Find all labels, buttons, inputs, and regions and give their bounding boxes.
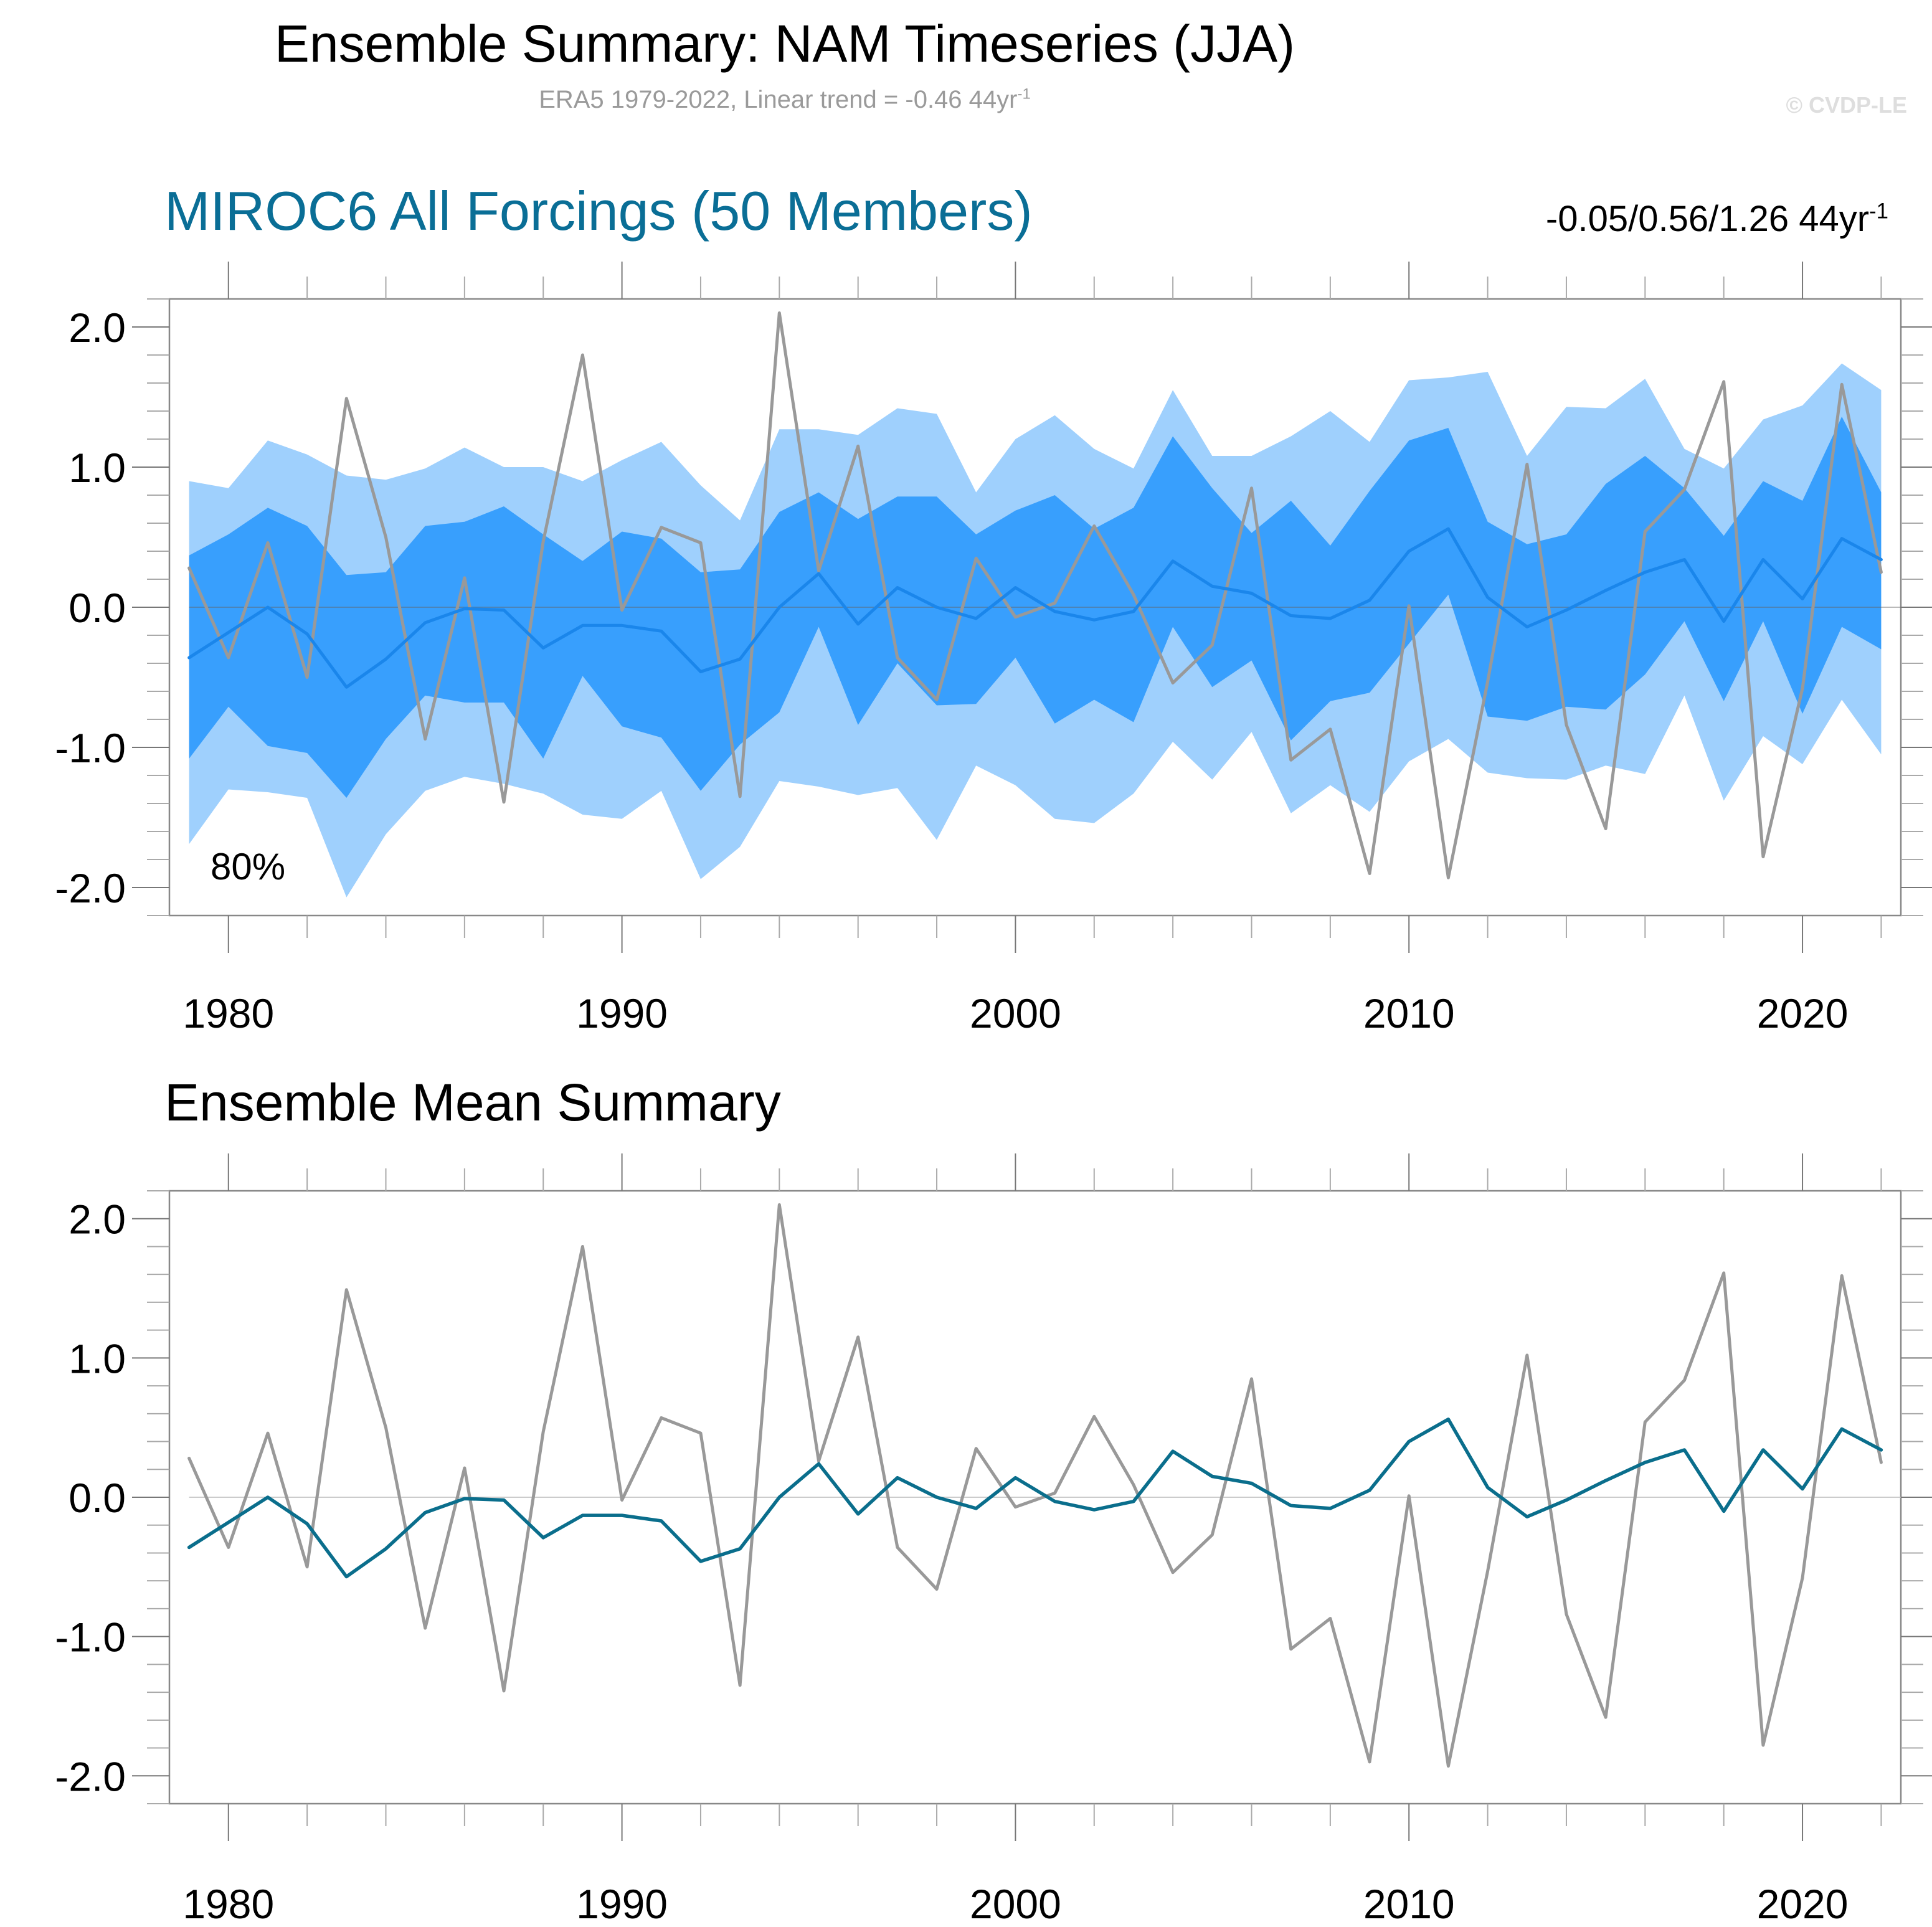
- panel1-title: MIROC6 All Forcings (50 Members): [164, 180, 1033, 242]
- x-tick-label: 2010: [1363, 1881, 1455, 1927]
- figure-subtitle: ERA5 1979-2022, Linear trend = -0.46 44y…: [0, 86, 1570, 114]
- x-tick-label: 2000: [970, 990, 1061, 1036]
- trend-exponent: -1: [1869, 199, 1888, 224]
- ensemble-mean-line: [187, 527, 1883, 689]
- subtitle-exponent: -1: [1017, 85, 1031, 103]
- x-tick-label: 2020: [1757, 990, 1849, 1036]
- panel2-title: Ensemble Mean Summary: [164, 1073, 781, 1132]
- x-tick-label: 1990: [576, 990, 668, 1036]
- x-tick-label: 2020: [1757, 1881, 1849, 1927]
- band-percent-label: 80%: [211, 846, 285, 888]
- ensemble-mean-line: [187, 1418, 1883, 1579]
- x-tick-label: 1980: [182, 1881, 274, 1927]
- y-tick-label: 0.0: [69, 585, 126, 631]
- y-tick-label: -1.0: [55, 1614, 126, 1660]
- y-tick-label: 0.0: [69, 1475, 126, 1521]
- y-tick-label: 2.0: [69, 305, 126, 351]
- era5-line: [187, 1203, 1883, 1768]
- panel2-plot: 2.0 1.0 0.0 -1.0 -2.0 1980 1990 2000 2010 2020: [55, 1153, 1932, 1927]
- copyright-label: © CVDP-LE: [1786, 92, 1907, 118]
- x-tick-label: 2000: [970, 1881, 1061, 1927]
- y-tick-label: 1.0: [69, 445, 126, 491]
- figure-title: Ensemble Summary: NAM Timeseries (JJA): [274, 14, 1295, 73]
- panel1-plot: 2.0 1.0 0.0 -1.0 -2.0 1980 1990 2000 2010 2020 80%: [55, 262, 1932, 1036]
- y-tick-label: -2.0: [55, 865, 126, 911]
- x-tick-label: 1980: [182, 990, 274, 1036]
- trend-text: -0.05/0.56/1.26 44yr: [1545, 199, 1870, 239]
- y-tick-label: 2.0: [69, 1196, 126, 1243]
- x-tick-label: 2010: [1363, 990, 1455, 1036]
- era5-line: [187, 311, 1883, 879]
- y-tick-label: 1.0: [69, 1335, 126, 1381]
- y-tick-label: -1.0: [55, 725, 126, 771]
- subtitle-text: ERA5 1979-2022, Linear trend = -0.46 44y…: [539, 86, 1018, 113]
- y-tick-label: -2.0: [55, 1753, 126, 1799]
- x-tick-label: 1990: [576, 1881, 668, 1927]
- panel1-trend-label: -0.05/0.56/1.26 44yr-1: [1546, 198, 1888, 240]
